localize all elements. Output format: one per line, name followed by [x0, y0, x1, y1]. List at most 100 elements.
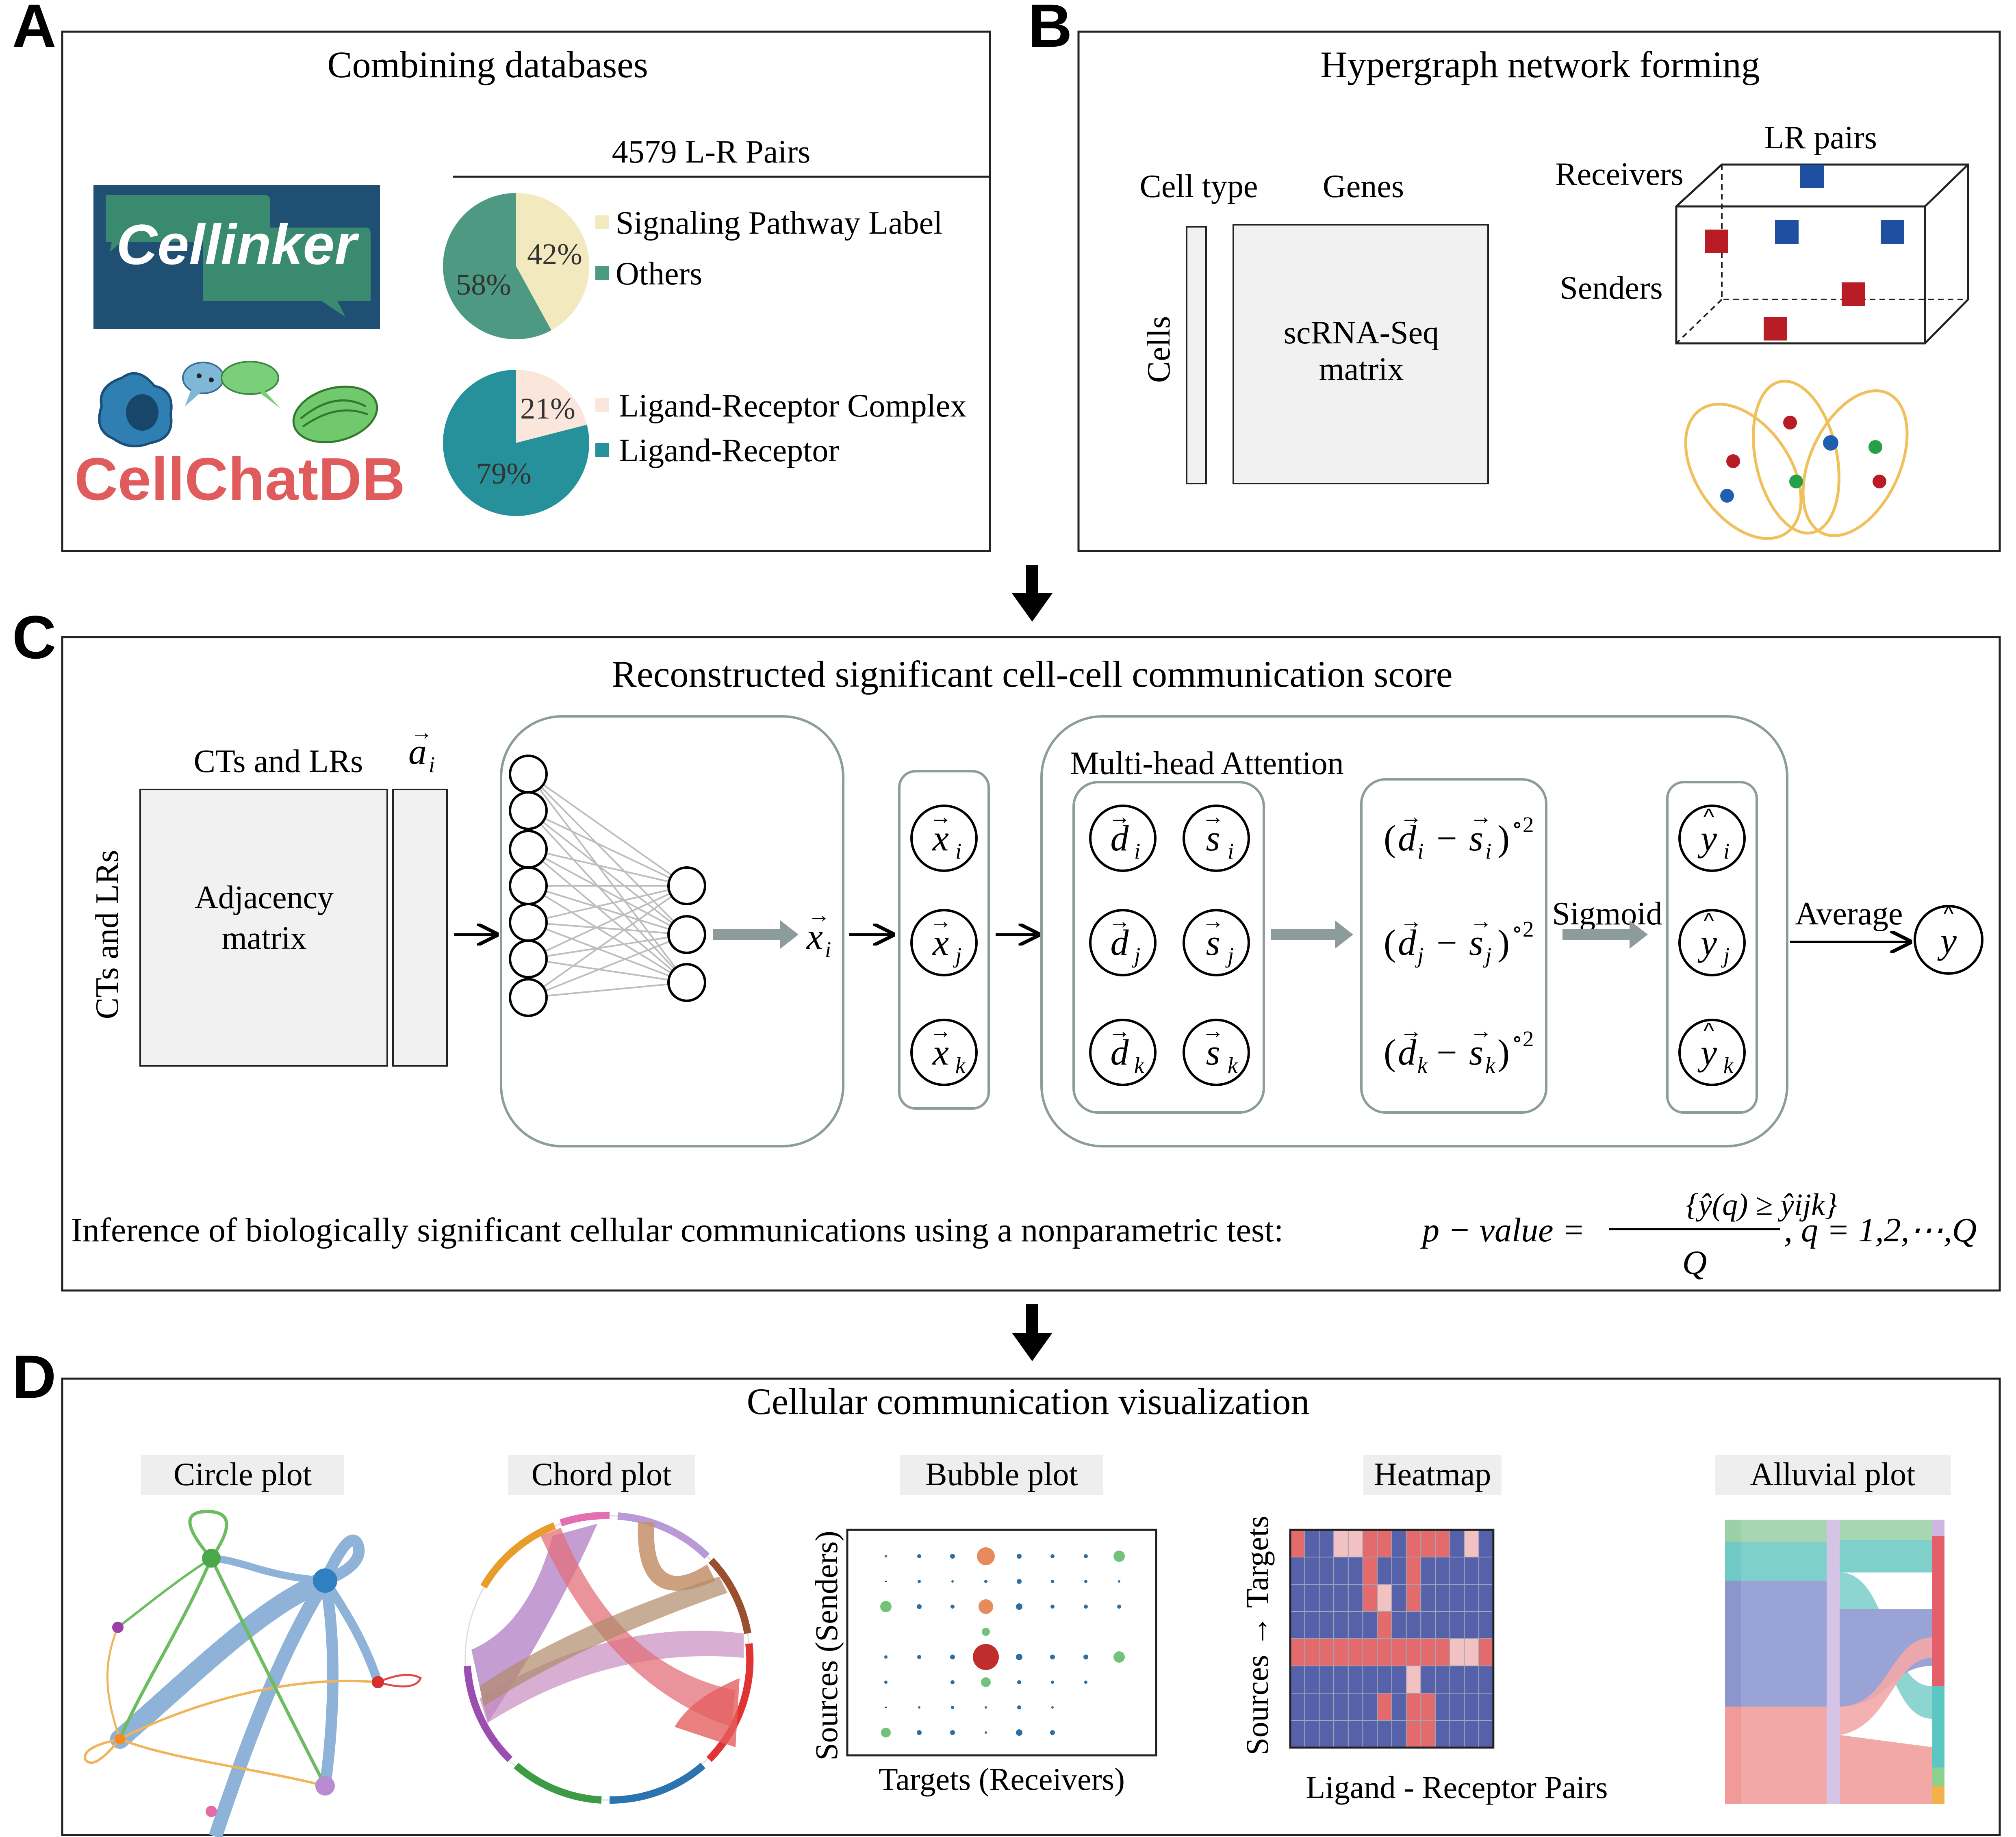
sigmoid-label: Sigmoid: [1552, 896, 1662, 932]
plot-label-circle: Circle plot: [174, 1457, 312, 1492]
svg-text:y: y: [1937, 921, 1957, 961]
vector-node: s j→: [1183, 908, 1250, 976]
panel-c-letter: C: [12, 603, 56, 671]
y-node-stack: y i^y j^y k^: [1678, 804, 1746, 1086]
diff-sup: ∘2: [1512, 1026, 1534, 1051]
heatmap-cell: [1464, 1529, 1480, 1557]
mha-title: Multi-head Attention: [1070, 746, 1343, 781]
heatmap-cell: [1377, 1666, 1392, 1694]
bubble-dot: [918, 1706, 920, 1709]
vector-accent: ^: [1704, 804, 1714, 829]
heatmap-cell: [1348, 1584, 1363, 1612]
bubble-dot: [950, 1554, 955, 1559]
scrna-matrix-line1: scRNA-Seq: [1284, 315, 1439, 351]
vector-subscript: j: [1721, 943, 1730, 968]
vector-node: x k→: [910, 1018, 978, 1086]
nn-edge: [528, 958, 687, 983]
heatmap-y-label: Sources → Targets: [1239, 1516, 1275, 1755]
vector-node: y j ^: [1678, 908, 1746, 976]
diff-expression: (d→j − s→j) ∘2: [1384, 908, 1534, 968]
vector-accent: →: [1202, 804, 1224, 829]
nn-input-node: [509, 903, 548, 942]
heatmap-cell: [1362, 1693, 1378, 1721]
heatmap-cell: [1420, 1611, 1436, 1639]
formula-tail: , q = 1,2,⋯,Q: [1784, 1211, 1977, 1249]
y-final-node: y ^: [1914, 901, 1983, 975]
bubble-dot: [1017, 1705, 1021, 1709]
plot-label-chord: Chord plot: [532, 1457, 671, 1492]
nn-input-node: [509, 791, 548, 830]
pie-ligand-receptor: 21% 79%: [443, 370, 589, 516]
bubble-dot: [1050, 1605, 1055, 1609]
bubble-dot: [982, 1628, 990, 1636]
vector-symbol: y: [1697, 818, 1717, 859]
vector-subscript: i: [1723, 839, 1730, 863]
bubble-dot: [1113, 1551, 1125, 1562]
heatmap-cell: [1435, 1638, 1450, 1666]
plot-label-bg: [900, 1455, 1103, 1495]
nn-input-node: [509, 939, 548, 978]
heatmap-cell: [1420, 1693, 1436, 1721]
svg-text:x: x: [806, 917, 823, 957]
heatmap-cell: [1449, 1720, 1465, 1748]
heatmap-cell: [1362, 1557, 1378, 1585]
vector-subscript: j: [1225, 943, 1234, 968]
vector-accent: →: [1202, 908, 1224, 933]
heatmap-cell: [1464, 1611, 1480, 1639]
panel-a-title: Combining databases: [327, 44, 648, 85]
heatmap-cell: [1478, 1666, 1494, 1694]
heatmap-cell: [1319, 1529, 1335, 1557]
panel-b-title: Hypergraph network forming: [1320, 44, 1760, 85]
lr-marker: [1775, 220, 1799, 244]
nn-input-node: [509, 755, 548, 794]
vector-node: d j→: [1089, 908, 1157, 976]
bubble-dot: [1084, 1580, 1087, 1583]
pie-slice: [516, 193, 590, 330]
heatmap-cell: [1290, 1666, 1305, 1694]
legend-swatch: [595, 443, 609, 457]
heatmap-cell: [1391, 1557, 1407, 1585]
genes-label: Genes: [1323, 169, 1404, 204]
heatmap-cell: [1435, 1584, 1450, 1612]
svg-text:(: (: [1384, 1032, 1396, 1073]
vector-accent: →: [930, 908, 952, 933]
pie-slice: [443, 193, 551, 340]
heatmap-cell: [1333, 1693, 1349, 1721]
pie-slice: [443, 370, 589, 516]
panel-a-letter: A: [12, 0, 56, 60]
svg-text:): ): [1497, 818, 1510, 859]
cellinker-logo-text: Cellinker: [116, 213, 359, 276]
nn-edge: [527, 773, 688, 935]
diff-d: d: [1398, 1032, 1417, 1073]
pie-slice-percent: 21%: [520, 392, 575, 425]
sender-marker: [1842, 282, 1865, 306]
legend-swatch: [595, 398, 609, 412]
bubble-y-label: Sources (Senders): [809, 1531, 844, 1760]
bubble-dot: [1016, 1603, 1022, 1610]
x-node-stack: x i→x j→x k→: [910, 804, 978, 1086]
heatmap-cell: [1304, 1557, 1320, 1585]
diff-d: d: [1398, 818, 1417, 859]
cellinker-logo: Cellinker: [93, 185, 380, 329]
heatmap-cell: [1391, 1693, 1407, 1721]
heatmap-cell: [1377, 1693, 1392, 1721]
panel-a: A Combining databases Cellinker CellChat…: [12, 0, 991, 552]
nn-edge: [528, 885, 687, 935]
sender-marker: [1764, 317, 1787, 341]
nn-edge: [528, 885, 687, 960]
heatmap-cell: [1377, 1611, 1392, 1639]
plot-label-alluvial: Alluvial plot: [1750, 1457, 1916, 1492]
bubble-dot: [885, 1555, 887, 1557]
heatmap-cell: [1319, 1557, 1335, 1585]
svg-text:(: (: [1384, 818, 1396, 859]
vector-subscript: k: [1723, 1053, 1734, 1078]
heatmap-cell: [1290, 1584, 1305, 1612]
vector-symbol: s: [1206, 818, 1220, 859]
heatmap-cell: [1464, 1584, 1480, 1612]
bubble-dot: [1017, 1554, 1022, 1559]
bubble-dot: [1017, 1579, 1022, 1584]
heatmap-cell: [1420, 1666, 1436, 1694]
heatmap-cell: [1348, 1666, 1363, 1694]
vector-symbol: s: [1206, 1032, 1220, 1073]
diff-d: d: [1398, 923, 1417, 963]
